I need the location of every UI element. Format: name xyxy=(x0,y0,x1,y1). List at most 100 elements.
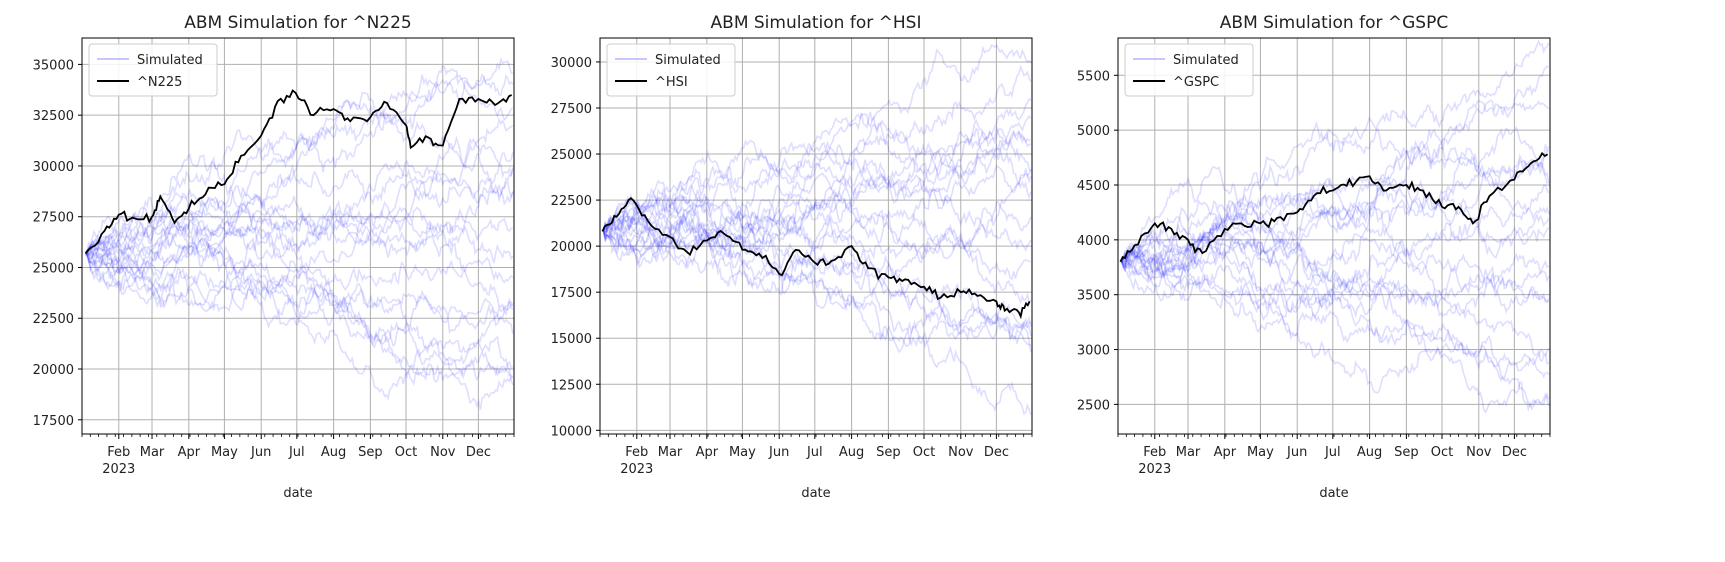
chart-panel-2: ABM Simulation for ^HSI 10000 12500 15000 17… xyxy=(551,13,1033,501)
y-tick-label: 25000 xyxy=(33,261,74,276)
x-tick-label: Aug xyxy=(1357,445,1382,460)
y-tick-label: 4000 xyxy=(1077,234,1110,249)
simulated-paths xyxy=(1120,39,1550,414)
x-axis-label: date xyxy=(1319,486,1348,501)
chart-title: ABM Simulation for ^GSPC xyxy=(1220,13,1448,33)
x-axis-label: date xyxy=(283,486,312,501)
simulated-path xyxy=(602,204,1032,416)
simulated-path xyxy=(1120,198,1550,287)
x-tick-label: Jul xyxy=(288,445,305,460)
legend-label-simulated: Simulated xyxy=(655,53,721,68)
legend-label-actual: ^HSI xyxy=(655,75,688,90)
x-tick-label: Jun xyxy=(768,445,789,460)
simulated-path xyxy=(603,218,1032,352)
simulated-path xyxy=(84,239,514,401)
y-tick-label: 27500 xyxy=(33,211,74,226)
chart-panel-1: ABM Simulation for ^N225 17500 20000 22500 2… xyxy=(33,13,515,501)
x-tick-label: May xyxy=(211,445,238,460)
y-tick-label: 17500 xyxy=(551,286,592,301)
legend: Simulated ^GSPC xyxy=(1124,43,1254,97)
chart-title: ABM Simulation for ^HSI xyxy=(711,13,922,33)
series-line-^GSPC xyxy=(1119,151,1549,263)
x-axis-label: date xyxy=(801,486,830,501)
chart-title: ABM Simulation for ^N225 xyxy=(184,13,412,33)
x-tick-label: Nov xyxy=(1466,445,1492,460)
x-year-label: 2023 xyxy=(620,462,653,477)
simulated-path xyxy=(84,224,514,348)
simulated-path xyxy=(1120,238,1550,319)
legend-box xyxy=(88,43,218,97)
simulated-path xyxy=(84,222,514,386)
x-tick-label: Sep xyxy=(358,445,383,460)
simulated-path xyxy=(84,252,514,335)
simulated-path xyxy=(603,114,1032,254)
x-tick-label: Nov xyxy=(948,445,974,460)
simulated-path xyxy=(1120,39,1550,263)
simulated-path xyxy=(85,142,514,307)
simulated-path xyxy=(85,64,514,296)
simulated-path xyxy=(1121,178,1550,274)
simulated-path xyxy=(85,222,514,383)
legend: Simulated ^N225 xyxy=(88,43,218,97)
y-tick-label: 15000 xyxy=(551,332,592,347)
series-line-^N225 xyxy=(84,89,513,254)
x-tick-label: May xyxy=(1247,445,1274,460)
x-tick-label: Jun xyxy=(250,445,271,460)
simulated-path xyxy=(602,211,1032,347)
simulated-path xyxy=(85,205,513,277)
x-tick-label: Dec xyxy=(1502,445,1527,460)
simulated-path xyxy=(1120,201,1550,295)
simulated-path xyxy=(1121,212,1550,318)
x-tick-label: Feb xyxy=(107,445,130,460)
simulated-path xyxy=(1121,144,1550,263)
y-tick-label: 20000 xyxy=(33,363,74,378)
y-tick-label: 30000 xyxy=(33,160,74,175)
simulated-path xyxy=(85,238,514,366)
legend-label-simulated: Simulated xyxy=(137,53,203,68)
x-tick-label: Oct xyxy=(395,445,417,460)
simulated-path xyxy=(602,128,1032,244)
simulated-path xyxy=(1120,247,1549,368)
x-tick-label: Mar xyxy=(658,445,683,460)
simulated-path xyxy=(602,97,1032,240)
x-tick-label: Apr xyxy=(178,445,201,460)
simulated-path xyxy=(1120,145,1550,273)
x-tick-label: Aug xyxy=(839,445,864,460)
x-tick-label: Dec xyxy=(984,445,1009,460)
y-tick-label: 17500 xyxy=(33,414,74,429)
x-tick-label: Oct xyxy=(913,445,935,460)
simulated-path xyxy=(602,225,1032,332)
x-tick-label: Oct xyxy=(1431,445,1453,460)
x-tick-label: Mar xyxy=(140,445,165,460)
y-tick-label: 5000 xyxy=(1077,124,1110,139)
legend-box xyxy=(1124,43,1254,97)
x-year-label: 2023 xyxy=(102,462,135,477)
simulated-path xyxy=(602,172,1032,261)
simulated-path xyxy=(85,74,514,257)
y-tick-label: 3500 xyxy=(1077,289,1110,304)
x-tick-label: Dec xyxy=(466,445,491,460)
simulated-path xyxy=(1120,250,1550,414)
legend: Simulated ^HSI xyxy=(606,43,736,97)
simulated-path xyxy=(602,172,1032,256)
chart-panel-3: ABM Simulation for ^GSPC 2500 3000 3500 4000… xyxy=(1077,13,1551,501)
simulated-path xyxy=(602,215,1032,280)
simulated-path xyxy=(602,183,1032,305)
simulated-paths xyxy=(84,56,514,410)
y-tick-label: 30000 xyxy=(551,56,592,71)
simulated-path xyxy=(602,207,1032,336)
simulated-path xyxy=(85,152,514,261)
x-tick-label: Jul xyxy=(1324,445,1341,460)
simulated-paths xyxy=(602,44,1032,416)
x-year-label: 2023 xyxy=(1138,462,1171,477)
simulated-path xyxy=(85,191,514,293)
y-tick-label: 10000 xyxy=(551,424,592,439)
y-tick-label: 32500 xyxy=(33,109,74,124)
x-tick-label: Apr xyxy=(696,445,719,460)
y-tick-label: 3000 xyxy=(1077,344,1110,359)
legend-box xyxy=(606,43,736,97)
x-tick-label: Jun xyxy=(1286,445,1307,460)
y-tick-label: 12500 xyxy=(551,378,592,393)
x-tick-label: Sep xyxy=(876,445,901,460)
